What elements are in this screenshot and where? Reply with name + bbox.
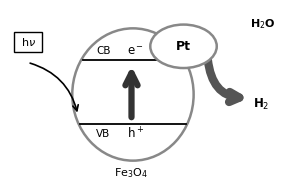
Text: VB: VB [95,129,110,139]
FancyBboxPatch shape [14,32,42,52]
Text: CB: CB [97,46,111,56]
Text: h$\nu$: h$\nu$ [21,36,36,48]
Ellipse shape [72,28,194,161]
Circle shape [150,25,217,68]
Text: e$^-$: e$^-$ [127,45,144,57]
Text: Pt: Pt [176,40,191,53]
Text: h$^+$: h$^+$ [127,127,144,142]
FancyArrowPatch shape [208,60,239,102]
Text: Fe$_3$O$_4$: Fe$_3$O$_4$ [114,166,149,180]
Text: H$_2$O: H$_2$O [250,18,276,32]
FancyArrowPatch shape [30,63,78,111]
Text: H$_2$: H$_2$ [253,97,270,112]
